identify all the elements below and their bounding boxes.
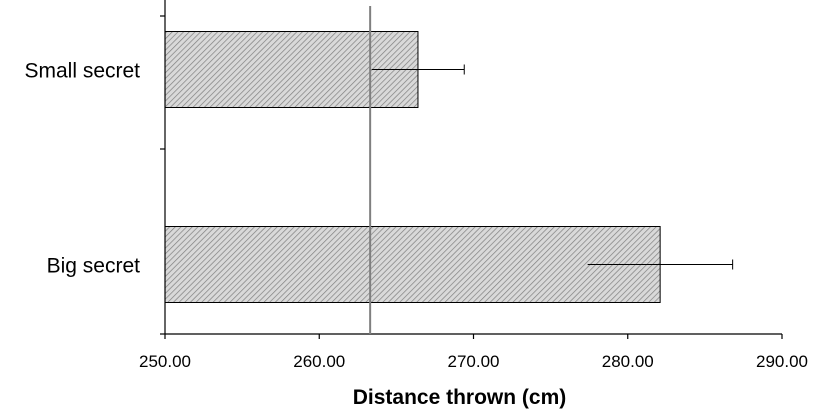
error-bars-layer bbox=[371, 64, 734, 270]
x-tick-label: 260.00 bbox=[293, 352, 345, 371]
axes-layer bbox=[160, 0, 783, 339]
category-label: Small secret bbox=[24, 60, 140, 83]
x-tick-label: 290.00 bbox=[756, 352, 808, 371]
bars-layer bbox=[164, 31, 661, 303]
x-axis-title: Distance thrown (cm) bbox=[353, 386, 567, 409]
labels-layer: Small secret Big secret 250.00 260.00 270.00… bbox=[24, 60, 808, 410]
bar-big-secret bbox=[164, 226, 661, 303]
x-tick-label: 280.00 bbox=[602, 352, 654, 371]
category-label: Big secret bbox=[47, 255, 141, 278]
x-tick-label: 270.00 bbox=[448, 352, 500, 371]
x-tick-label: 250.00 bbox=[139, 352, 191, 371]
